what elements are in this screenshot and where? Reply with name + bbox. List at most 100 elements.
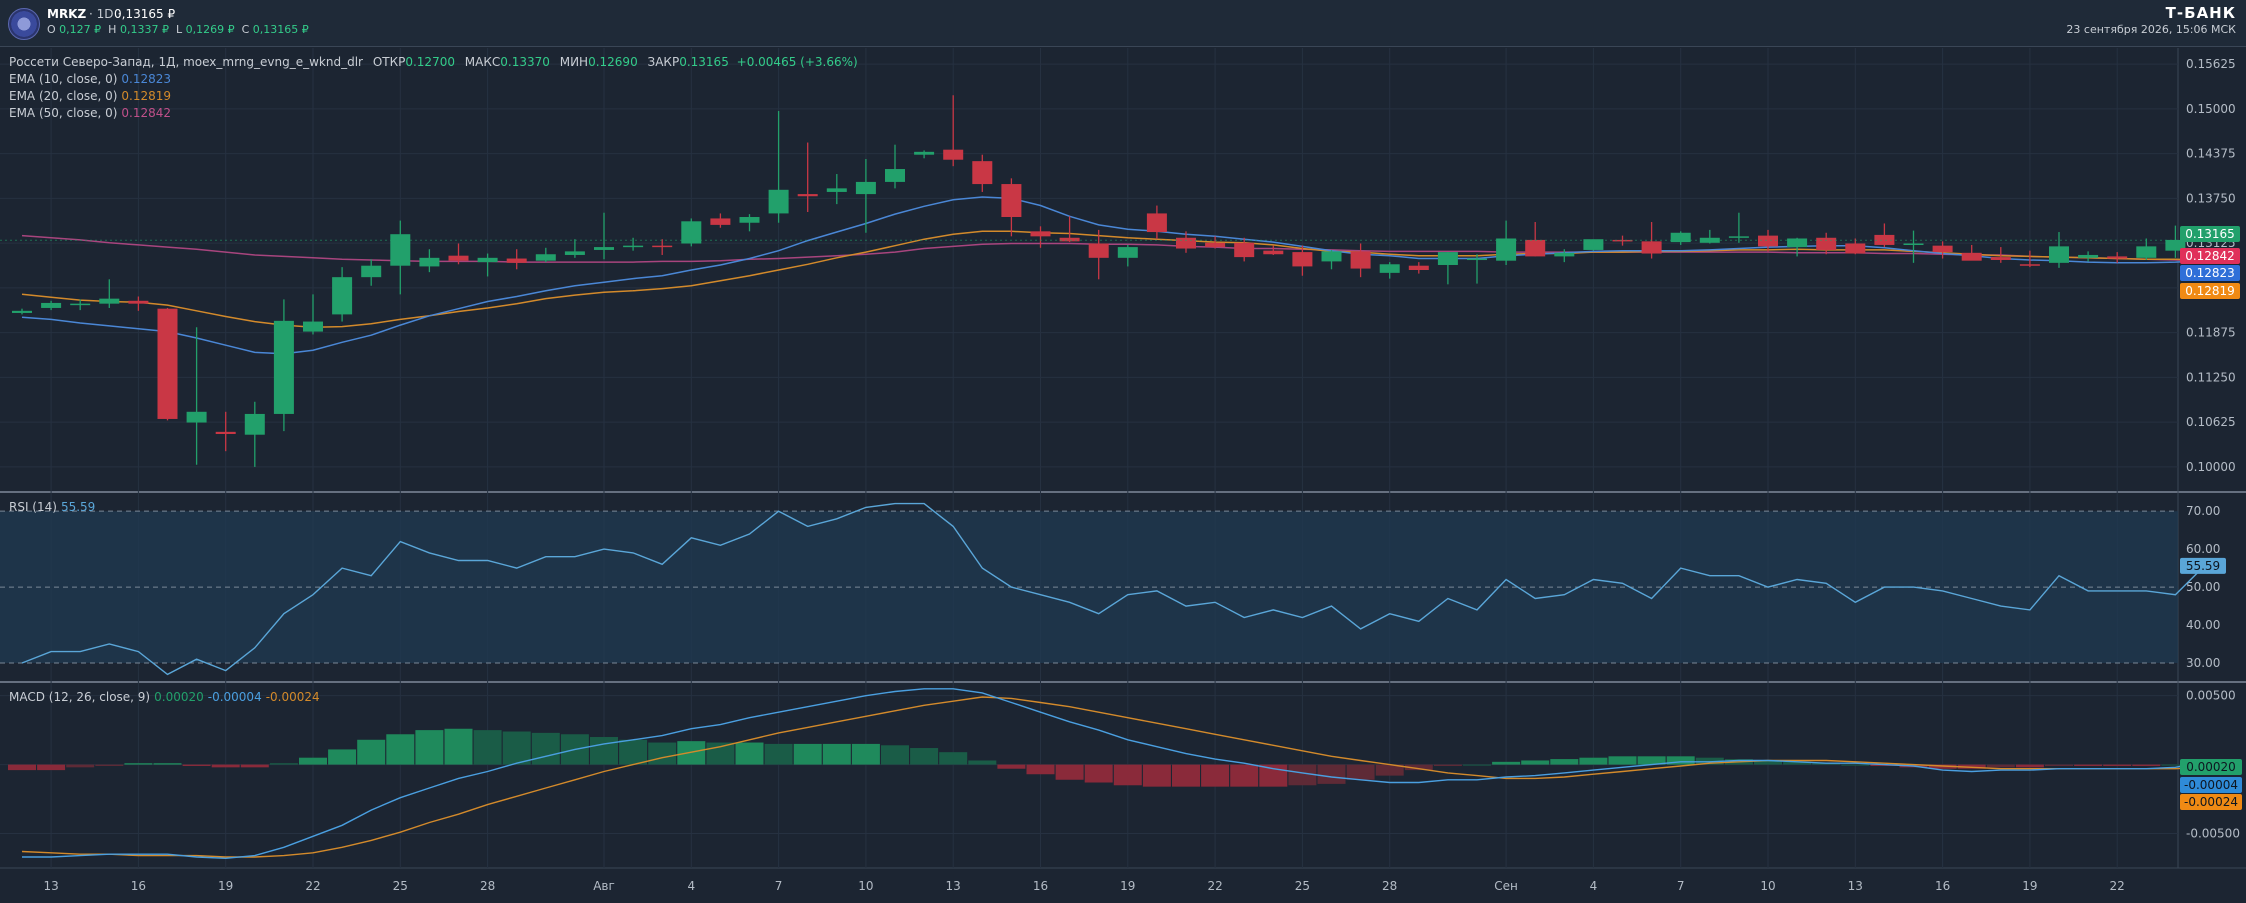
candle-up[interactable] [826, 188, 847, 192]
candle-up[interactable] [390, 234, 411, 266]
candle-up[interactable] [361, 265, 382, 278]
candle-up[interactable] [535, 254, 556, 261]
candle-down[interactable] [1408, 265, 1429, 270]
candle-down[interactable] [972, 161, 993, 185]
rsi-legend[interactable]: RSI (14) 55.59 [9, 500, 95, 514]
macd-badge-label: -0.00004 [2184, 778, 2238, 792]
candle-up[interactable] [332, 277, 353, 315]
candle-down[interactable] [1059, 237, 1080, 242]
candle-down[interactable] [215, 431, 236, 434]
candle-up[interactable] [1117, 247, 1138, 258]
candle-up[interactable] [186, 411, 207, 423]
candle-down[interactable] [1932, 245, 1953, 253]
candle-up[interactable] [2165, 239, 2186, 251]
candle-up[interactable] [477, 257, 498, 263]
candle-down[interactable] [1146, 213, 1167, 233]
candle-down[interactable] [1874, 234, 1895, 245]
candle-up[interactable] [41, 302, 62, 308]
ticker-symbol[interactable]: MRKZ [47, 7, 87, 21]
macd-histogram-bar [357, 739, 386, 765]
candle-down[interactable] [1205, 242, 1226, 248]
candle-down[interactable] [797, 194, 818, 197]
ema10-legend[interactable]: EMA (10, close, 0) 0.12823 [9, 72, 171, 86]
candle-up[interactable] [244, 413, 265, 435]
candle-down[interactable] [1816, 237, 1837, 250]
candle-down[interactable] [1030, 231, 1051, 237]
candle-up[interactable] [70, 303, 91, 306]
candle-up[interactable] [2078, 254, 2099, 258]
legend-high-value: 0.13370 [500, 55, 550, 69]
candle-down[interactable] [1990, 257, 2011, 260]
ema10-title: EMA (10, close, 0) [9, 72, 118, 86]
candle-down[interactable] [710, 218, 731, 225]
macd-histogram-bar [1783, 761, 1812, 765]
candle-down[interactable] [1176, 237, 1196, 249]
candle-down[interactable] [652, 245, 673, 248]
macd-histogram-bar [1113, 764, 1142, 786]
candle-up[interactable] [564, 251, 585, 255]
time-axis-label: 10 [858, 879, 873, 893]
candle-up[interactable] [1670, 232, 1691, 243]
candle-up[interactable] [914, 151, 935, 155]
candle-down[interactable] [1612, 239, 1633, 242]
candle-down[interactable] [943, 149, 964, 160]
candle-up[interactable] [1728, 236, 1749, 238]
candle-up[interactable] [1379, 264, 1400, 273]
ema50-legend[interactable]: EMA (50, close, 0) 0.12842 [9, 106, 171, 120]
candle-up[interactable] [594, 247, 614, 250]
macd-histogram-bar [299, 757, 327, 765]
ema10-value: 0.12823 [121, 72, 172, 86]
candle-up[interactable] [2136, 246, 2157, 258]
candle-up[interactable] [419, 257, 440, 267]
price-axis-label: 0.15000 [2186, 102, 2236, 116]
candle-up[interactable] [1467, 258, 1487, 261]
time-axis-label: 19 [218, 879, 233, 893]
macd-histogram-bar [473, 730, 502, 765]
candle-down[interactable] [1641, 241, 1662, 254]
candle-up[interactable] [768, 189, 789, 214]
candle-down[interactable] [2019, 264, 2040, 266]
macd-legend[interactable]: MACD (12, 26, close, 9) 0.00020 -0.00004 -0… [9, 690, 320, 704]
candle-down[interactable] [1961, 252, 1982, 261]
candle-down[interactable] [128, 300, 149, 304]
price-badge-label: 0.12823 [2185, 266, 2235, 280]
candle-up[interactable] [1903, 243, 1924, 246]
candle-up[interactable] [1787, 238, 1808, 248]
candle-up[interactable] [303, 321, 323, 332]
macd-histogram-bar [1172, 764, 1200, 787]
candle-down[interactable] [1758, 235, 1778, 247]
macd-badge-label: -0.00024 [2184, 795, 2238, 809]
candle-up[interactable] [1554, 252, 1575, 257]
timeframe-label[interactable]: · 1D · [89, 7, 122, 21]
macd-histogram-bar [764, 743, 793, 765]
candle-up[interactable] [855, 181, 876, 195]
candle-down[interactable] [1088, 243, 1109, 258]
ema20-legend[interactable]: EMA (20, close, 0) 0.12819 [9, 89, 171, 103]
candle-down[interactable] [2107, 256, 2128, 259]
candle-down[interactable] [1292, 252, 1313, 267]
candle-up[interactable] [1699, 237, 1720, 243]
candle-up[interactable] [1496, 238, 1517, 261]
candle-down[interactable] [448, 255, 469, 261]
candle-up[interactable] [885, 169, 905, 182]
macd-histogram-bar [269, 763, 298, 765]
candle-up[interactable] [1437, 252, 1458, 265]
candle-down[interactable] [1263, 250, 1284, 255]
candle-up[interactable] [2049, 246, 2069, 263]
candle-up[interactable] [681, 221, 702, 244]
candle-up[interactable] [273, 320, 294, 414]
candle-up[interactable] [12, 310, 32, 313]
candle-up[interactable] [739, 217, 760, 223]
candle-down[interactable] [157, 308, 178, 419]
candle-up[interactable] [1583, 239, 1604, 250]
candle-down[interactable] [1845, 243, 1866, 254]
candle-down[interactable] [1525, 239, 1546, 257]
candle-down[interactable] [506, 258, 527, 263]
candle-up[interactable] [99, 298, 120, 304]
candle-down[interactable] [1001, 184, 1022, 218]
candle-down[interactable] [1350, 251, 1371, 269]
candle-up[interactable] [623, 245, 644, 248]
candle-down[interactable] [1234, 242, 1255, 258]
candle-up[interactable] [1321, 251, 1342, 262]
